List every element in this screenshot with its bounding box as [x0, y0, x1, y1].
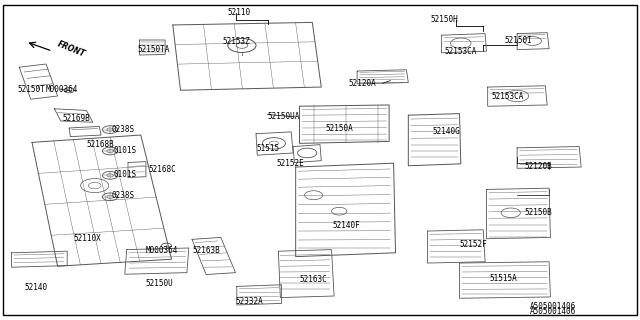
Text: 0238S: 0238S [112, 191, 135, 200]
Text: M000364: M000364 [46, 85, 79, 94]
Text: 0238S: 0238S [112, 125, 135, 134]
Text: 52169B: 52169B [63, 114, 90, 123]
Text: 52150H: 52150H [430, 15, 458, 24]
Text: 52110: 52110 [227, 8, 250, 17]
Text: 51515A: 51515A [490, 274, 517, 283]
Text: 0101S: 0101S [113, 146, 136, 155]
Text: 52150U: 52150U [146, 279, 173, 288]
Text: FRONT: FRONT [56, 40, 87, 59]
Text: 52152E: 52152E [276, 159, 304, 168]
Text: 52163B: 52163B [192, 246, 220, 255]
Text: M000364: M000364 [146, 246, 179, 255]
Text: 52153Z: 52153Z [223, 37, 250, 46]
Text: 52153CA: 52153CA [445, 47, 477, 56]
Text: 52150TA: 52150TA [138, 45, 170, 54]
Text: 52140: 52140 [24, 284, 47, 292]
Text: 52332A: 52332A [236, 297, 263, 306]
Text: 51515: 51515 [256, 144, 279, 153]
Text: 52153CA: 52153CA [492, 92, 524, 100]
Text: A505001406: A505001406 [530, 302, 576, 311]
Text: 52110X: 52110X [74, 234, 101, 243]
Text: 52150I: 52150I [504, 36, 532, 44]
Text: 52150B: 52150B [525, 208, 552, 217]
Text: 52120B: 52120B [525, 162, 552, 171]
Text: 52150A: 52150A [325, 124, 353, 132]
Text: 52168B: 52168B [86, 140, 114, 148]
Text: 52152F: 52152F [460, 240, 487, 249]
Text: 52150UA: 52150UA [268, 112, 300, 121]
Text: 52168C: 52168C [148, 165, 176, 174]
Text: 52150T: 52150T [18, 85, 45, 94]
Text: 52140G: 52140G [432, 127, 460, 136]
Text: 0101S: 0101S [113, 170, 136, 179]
Text: 52140F: 52140F [333, 221, 360, 230]
Text: 52120A: 52120A [349, 79, 376, 88]
Text: 52163C: 52163C [300, 275, 327, 284]
Text: A505001406: A505001406 [530, 308, 576, 316]
